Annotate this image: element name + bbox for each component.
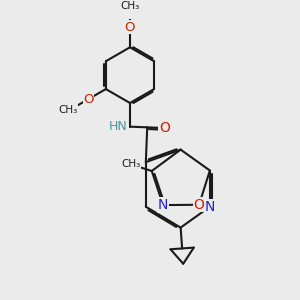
Text: CH₃: CH₃ (120, 1, 140, 10)
Text: O: O (194, 198, 205, 212)
Text: O: O (125, 21, 135, 34)
Text: N: N (205, 200, 215, 214)
Text: CH₃: CH₃ (121, 159, 140, 169)
Text: O: O (83, 93, 94, 106)
Text: O: O (159, 121, 170, 135)
Text: CH₃: CH₃ (59, 105, 78, 115)
Text: HN: HN (108, 120, 127, 133)
Text: N: N (158, 198, 168, 212)
